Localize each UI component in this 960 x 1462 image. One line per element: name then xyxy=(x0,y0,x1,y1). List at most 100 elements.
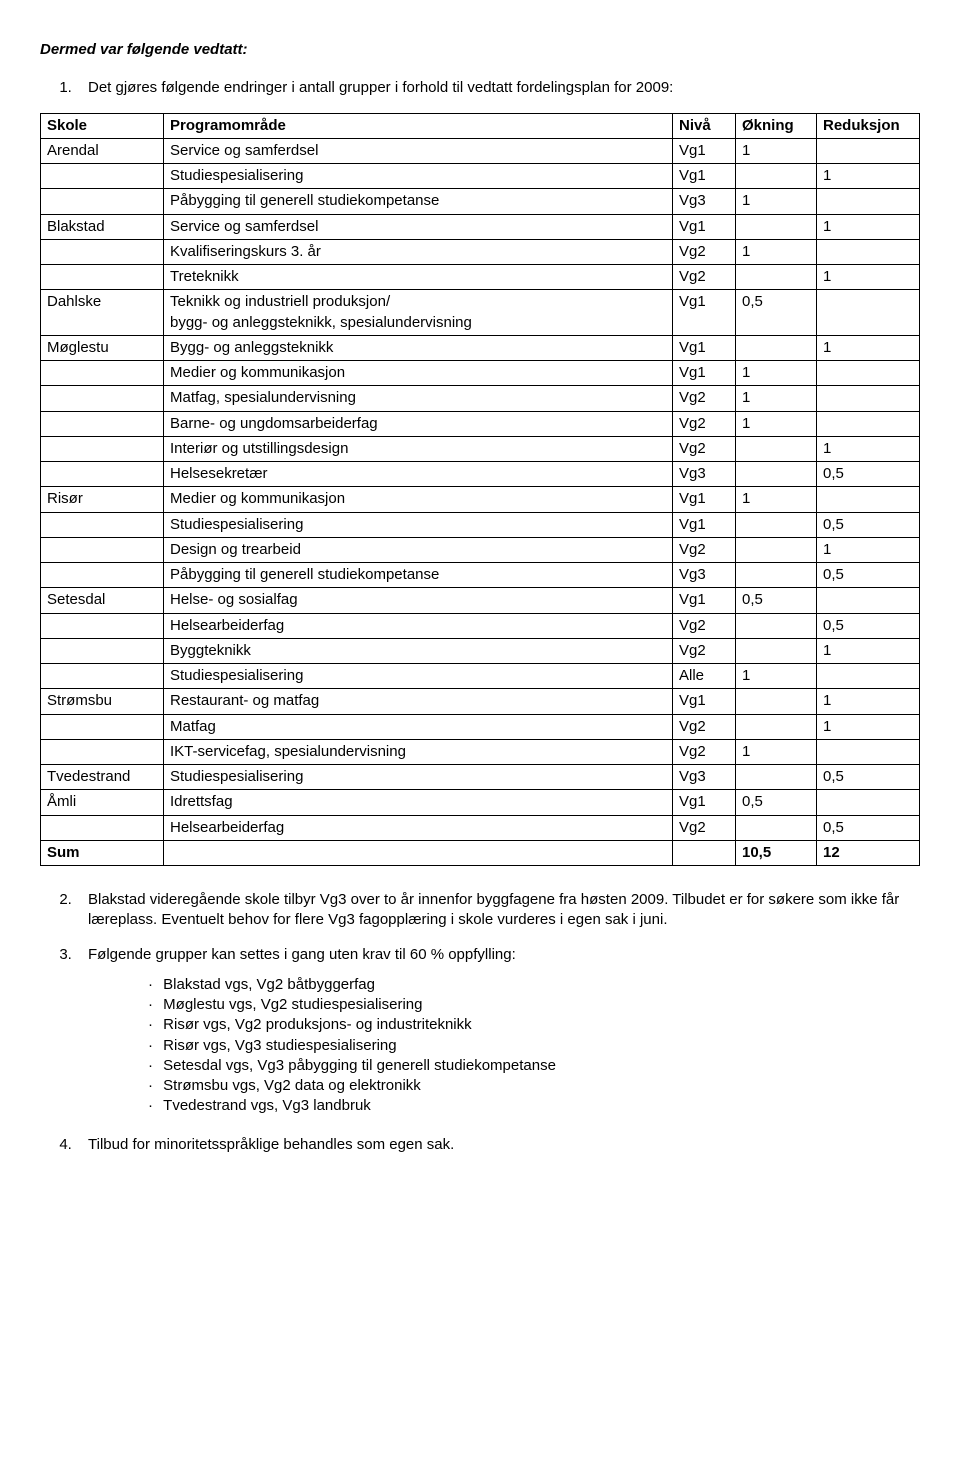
table-cell: Vg2 xyxy=(673,739,736,764)
table-cell xyxy=(736,164,817,189)
table-cell: Blakstad xyxy=(41,214,164,239)
table-cell: Vg1 xyxy=(673,164,736,189)
table-cell: 0,5 xyxy=(817,462,920,487)
table-cell xyxy=(41,436,164,461)
table-row: Kvalifiseringskurs 3. årVg21 xyxy=(41,239,920,264)
table-cell: Studiespesialisering xyxy=(164,664,673,689)
table-row: ArendalService og samferdselVg11 xyxy=(41,138,920,163)
table-cell: Vg1 xyxy=(673,214,736,239)
bullet-item: Møglestu vgs, Vg2 studiespesialisering xyxy=(148,995,920,1015)
table-cell: 1 xyxy=(736,411,817,436)
table-row: Påbygging til generell studiekompetanseV… xyxy=(41,563,920,588)
ordered-list-top: Det gjøres følgende endringer i antall g… xyxy=(40,78,920,98)
table-cell: 0,5 xyxy=(817,765,920,790)
table-cell: Treteknikk xyxy=(164,265,673,290)
item3-text: Følgende grupper kan settes i gang uten … xyxy=(88,946,516,963)
table-cell: Helse- og sosialfag xyxy=(164,588,673,613)
table-row: Design og trearbeidVg21 xyxy=(41,537,920,562)
allocation-table: Skole Programområde Nivå Økning Reduksjo… xyxy=(40,113,920,867)
table-cell: Påbygging til generell studiekompetanse xyxy=(164,189,673,214)
table-cell xyxy=(41,164,164,189)
table-row: BlakstadService og samferdselVg11 xyxy=(41,214,920,239)
table-cell xyxy=(736,689,817,714)
table-row: MatfagVg21 xyxy=(41,714,920,739)
document-page: Dermed var følgende vedtatt: Det gjøres … xyxy=(0,0,960,1209)
table-row: Barne- og ungdomsarbeiderfagVg21 xyxy=(41,411,920,436)
table-body: ArendalService og samferdselVg11 Studiesp… xyxy=(41,138,920,865)
table-cell xyxy=(41,386,164,411)
table-cell: Vg1 xyxy=(673,138,736,163)
table-cell: Vg3 xyxy=(673,765,736,790)
table-cell xyxy=(817,138,920,163)
table-row: StudiespesialiseringVg10,5 xyxy=(41,512,920,537)
table-cell: Vg1 xyxy=(673,361,736,386)
table-cell: Risør xyxy=(41,487,164,512)
table-cell: Vg2 xyxy=(673,265,736,290)
table-cell: 1 xyxy=(736,739,817,764)
table-cell xyxy=(41,265,164,290)
table-cell: Dahlske xyxy=(41,290,164,336)
table-cell xyxy=(736,335,817,360)
table-row: ByggteknikkVg21 xyxy=(41,638,920,663)
table-row: HelsearbeiderfagVg20,5 xyxy=(41,815,920,840)
table-cell xyxy=(736,563,817,588)
table-cell: Vg1 xyxy=(673,790,736,815)
table-cell: 1 xyxy=(736,138,817,163)
bullet-item: Blakstad vgs, Vg2 båtbyggerfag xyxy=(148,975,920,995)
table-cell: Vg3 xyxy=(673,462,736,487)
list-item-4: Tilbud for minoritetsspråklige behandles… xyxy=(76,1135,920,1155)
table-cell xyxy=(41,462,164,487)
table-sum-cell: Sum xyxy=(41,840,164,865)
table-cell: Teknikk og industriell produksjon/bygg- … xyxy=(164,290,673,336)
table-cell: Idrettsfag xyxy=(164,790,673,815)
col-header-program: Programområde xyxy=(164,113,673,138)
table-cell xyxy=(817,411,920,436)
table-cell: Matfag xyxy=(164,714,673,739)
table-cell: 1 xyxy=(817,164,920,189)
table-cell: 1 xyxy=(817,265,920,290)
table-cell: Arendal xyxy=(41,138,164,163)
table-cell: 1 xyxy=(736,239,817,264)
table-cell xyxy=(817,386,920,411)
table-row: TvedestrandStudiespesialiseringVg30,5 xyxy=(41,765,920,790)
table-cell: Vg1 xyxy=(673,689,736,714)
table-cell: Påbygging til generell studiekompetanse xyxy=(164,563,673,588)
table-sum-cell xyxy=(673,840,736,865)
col-header-reduksjon: Reduksjon xyxy=(817,113,920,138)
table-cell: 1 xyxy=(736,664,817,689)
table-cell xyxy=(736,436,817,461)
col-header-niva: Nivå xyxy=(673,113,736,138)
table-cell xyxy=(736,815,817,840)
table-cell xyxy=(41,714,164,739)
table-sum-row: Sum10,512 xyxy=(41,840,920,865)
table-cell: Byggteknikk xyxy=(164,638,673,663)
table-cell xyxy=(41,189,164,214)
table-cell xyxy=(817,487,920,512)
table-cell: 0,5 xyxy=(817,815,920,840)
table-row: RisørMedier og kommunikasjonVg11 xyxy=(41,487,920,512)
item2-text: Blakstad videregående skole tilbyr Vg3 o… xyxy=(88,891,899,928)
table-cell xyxy=(817,239,920,264)
table-row: HelsesekretærVg30,5 xyxy=(41,462,920,487)
table-cell xyxy=(41,537,164,562)
table-cell: Tvedestrand xyxy=(41,765,164,790)
table-cell: 0,5 xyxy=(736,790,817,815)
table-cell: Strømsbu xyxy=(41,689,164,714)
table-cell xyxy=(41,815,164,840)
table-row: StudiespesialiseringAlle1 xyxy=(41,664,920,689)
bullet-item: Risør vgs, Vg2 produksjons- og industrit… xyxy=(148,1015,920,1035)
table-cell: 1 xyxy=(817,638,920,663)
table-cell: Restaurant- og matfag xyxy=(164,689,673,714)
table-cell xyxy=(41,361,164,386)
table-cell: 1 xyxy=(817,714,920,739)
table-cell xyxy=(736,765,817,790)
table-cell: Medier og kommunikasjon xyxy=(164,487,673,512)
table-cell xyxy=(736,714,817,739)
col-header-okning: Økning xyxy=(736,113,817,138)
table-cell xyxy=(41,664,164,689)
table-cell: 1 xyxy=(817,436,920,461)
table-cell: Vg3 xyxy=(673,563,736,588)
table-row: SetesdalHelse- og sosialfagVg10,5 xyxy=(41,588,920,613)
table-cell xyxy=(817,739,920,764)
table-cell xyxy=(817,790,920,815)
